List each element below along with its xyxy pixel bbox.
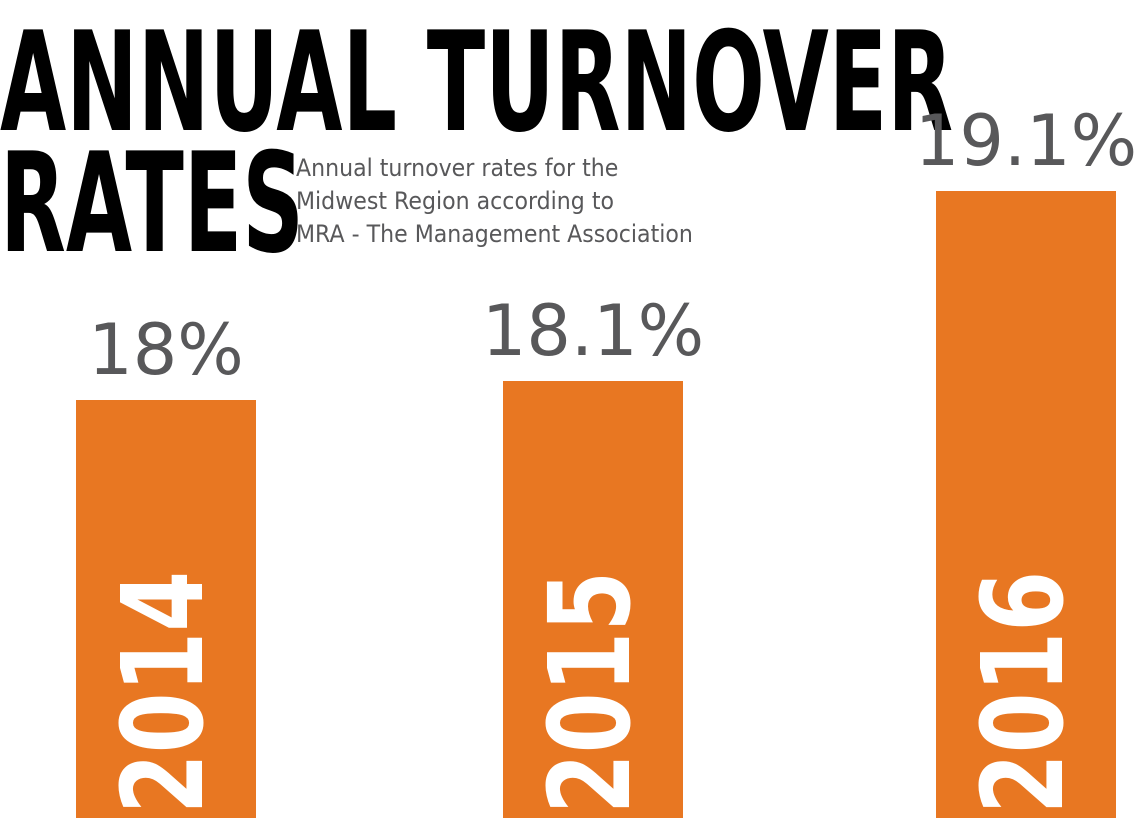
chart-title-line-1: ANNUAL TURNOVER <box>0 2 954 163</box>
subtitle-line-3: MRA - The Management Association <box>296 220 693 248</box>
value-label-2016: 19.1% <box>915 100 1137 182</box>
subtitle-line-1: Annual turnover rates for the <box>296 154 619 182</box>
bar-2015 <box>503 381 683 818</box>
value-label-2015: 18.1% <box>482 290 704 372</box>
category-label-2016: 2016 <box>958 571 1088 814</box>
chart-title-line-2: RATES <box>0 123 304 284</box>
category-label-2015: 2015 <box>525 571 655 814</box>
bar-2016 <box>936 191 1116 818</box>
value-label-2014: 18% <box>88 309 244 391</box>
bar-2014 <box>76 400 256 818</box>
subtitle-line-2: Midwest Region according to <box>296 187 614 215</box>
chart-subtitle: Annual turnover rates for the Midwest Re… <box>296 152 693 251</box>
category-label-2014: 2014 <box>98 571 228 814</box>
